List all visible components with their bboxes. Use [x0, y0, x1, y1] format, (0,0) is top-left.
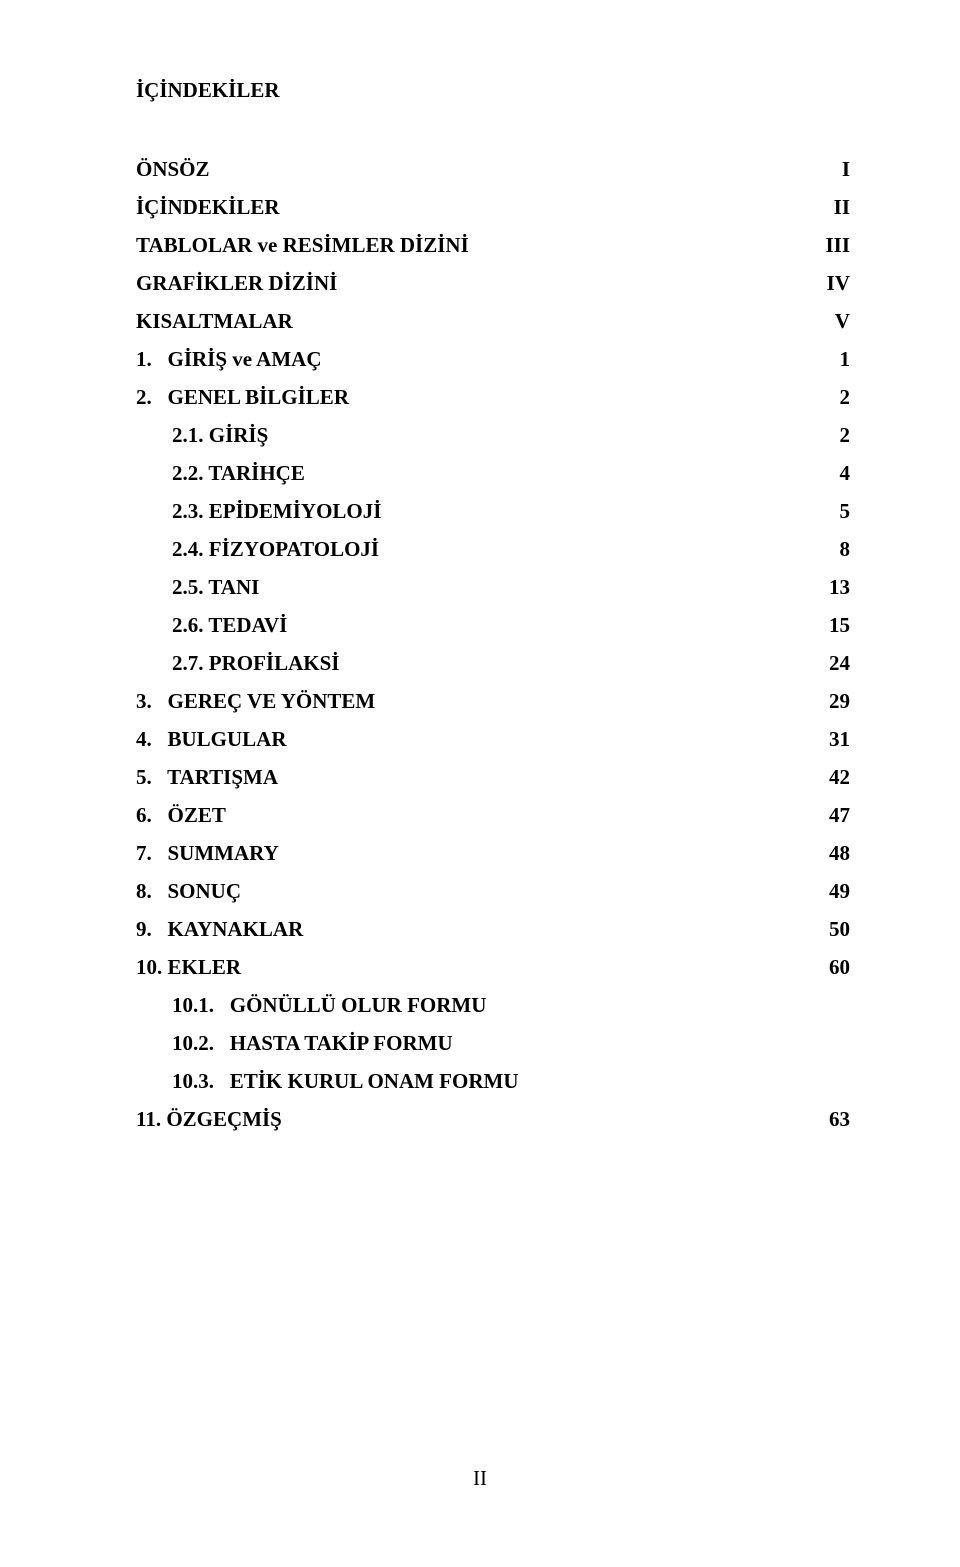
- toc-label: 3. GEREÇ VE YÖNTEM: [136, 691, 375, 712]
- toc-page: 13: [808, 577, 850, 598]
- toc-row: 10.2. HASTA TAKİP FORMU: [136, 1033, 850, 1054]
- toc-label: ÖNSÖZ: [136, 159, 210, 180]
- toc-row: 8. SONUÇ 49: [136, 881, 850, 902]
- toc-page: 8: [808, 539, 850, 560]
- toc-row: 2.7. PROFİLAKSİ 24: [136, 653, 850, 674]
- toc-row: 10.3. ETİK KURUL ONAM FORMU: [136, 1071, 850, 1092]
- toc-row: TABLOLAR ve RESİMLER DİZİNİ III: [136, 235, 850, 256]
- toc-label: 10.3. ETİK KURUL ONAM FORMU: [136, 1071, 519, 1092]
- toc-page: 48: [808, 843, 850, 864]
- toc-page: 2: [808, 425, 850, 446]
- toc-label: TABLOLAR ve RESİMLER DİZİNİ: [136, 235, 469, 256]
- page-number-footer: II: [0, 1466, 960, 1491]
- page: İÇİNDEKİLER ÖNSÖZ I İÇİNDEKİLER II TABLOLAR …: [0, 0, 960, 1567]
- toc-page: 49: [808, 881, 850, 902]
- toc-row: 2.5. TANI 13: [136, 577, 850, 598]
- toc-row: 2.3. EPİDEMİYOLOJİ 5: [136, 501, 850, 522]
- toc-label: 2.6. TEDAVİ: [136, 615, 287, 636]
- toc-page: 5: [808, 501, 850, 522]
- toc-page: V: [808, 311, 850, 332]
- toc-label: GRAFİKLER DİZİNİ: [136, 273, 337, 294]
- toc-label: 4. BULGULAR: [136, 729, 287, 750]
- toc-page: 31: [808, 729, 850, 750]
- toc-page: 1: [808, 349, 850, 370]
- toc-label: 9. KAYNAKLAR: [136, 919, 303, 940]
- toc-label: 2.7. PROFİLAKSİ: [136, 653, 339, 674]
- toc-page: I: [808, 159, 850, 180]
- toc-page: 47: [808, 805, 850, 826]
- toc-row: 10. EKLER 60: [136, 957, 850, 978]
- toc-row: 10.1. GÖNÜLLÜ OLUR FORMU: [136, 995, 850, 1016]
- toc-page: 2: [808, 387, 850, 408]
- toc-page: 50: [808, 919, 850, 940]
- toc-row: 5. TARTIŞMA 42: [136, 767, 850, 788]
- toc-label: İÇİNDEKİLER: [136, 197, 280, 218]
- toc-label: 6. ÖZET: [136, 805, 226, 826]
- toc-row: GRAFİKLER DİZİNİ IV: [136, 273, 850, 294]
- toc-label: 2. GENEL BİLGİLER: [136, 387, 349, 408]
- toc-label: 7. SUMMARY: [136, 843, 279, 864]
- toc-page: 4: [808, 463, 850, 484]
- toc-page: 24: [808, 653, 850, 674]
- toc-label: 10.2. HASTA TAKİP FORMU: [136, 1033, 453, 1054]
- toc-page: 15: [808, 615, 850, 636]
- toc-label: 2.4. FİZYOPATOLOJİ: [136, 539, 379, 560]
- page-title: İÇİNDEKİLER: [136, 78, 850, 103]
- toc-row: 4. BULGULAR 31: [136, 729, 850, 750]
- toc-label: 2.3. EPİDEMİYOLOJİ: [136, 501, 381, 522]
- toc-row: İÇİNDEKİLER II: [136, 197, 850, 218]
- toc-row: ÖNSÖZ I: [136, 159, 850, 180]
- toc-row: 2. GENEL BİLGİLER 2: [136, 387, 850, 408]
- toc-label: 2.5. TANI: [136, 577, 259, 598]
- toc-label: 1. GİRİŞ ve AMAÇ: [136, 349, 322, 370]
- toc-row: 6. ÖZET 47: [136, 805, 850, 826]
- toc-row: 2.2. TARİHÇE 4: [136, 463, 850, 484]
- toc-label: 8. SONUÇ: [136, 881, 241, 902]
- toc-label: 11. ÖZGEÇMİŞ: [136, 1109, 282, 1130]
- toc-row: 9. KAYNAKLAR 50: [136, 919, 850, 940]
- table-of-contents: ÖNSÖZ I İÇİNDEKİLER II TABLOLAR ve RESİMLER …: [136, 159, 850, 1130]
- toc-label: 2.1. GİRİŞ: [136, 425, 268, 446]
- toc-page: IV: [808, 273, 850, 294]
- toc-row: 3. GEREÇ VE YÖNTEM 29: [136, 691, 850, 712]
- toc-row: 11. ÖZGEÇMİŞ 63: [136, 1109, 850, 1130]
- toc-page: II: [808, 197, 850, 218]
- toc-row: 1. GİRİŞ ve AMAÇ 1: [136, 349, 850, 370]
- toc-row: 2.1. GİRİŞ 2: [136, 425, 850, 446]
- toc-page: III: [808, 235, 850, 256]
- toc-row: 2.4. FİZYOPATOLOJİ 8: [136, 539, 850, 560]
- toc-label: 10. EKLER: [136, 957, 241, 978]
- toc-label: 2.2. TARİHÇE: [136, 463, 305, 484]
- toc-row: 7. SUMMARY 48: [136, 843, 850, 864]
- toc-label: 5. TARTIŞMA: [136, 767, 278, 788]
- toc-label: 10.1. GÖNÜLLÜ OLUR FORMU: [136, 995, 486, 1016]
- toc-page: 63: [808, 1109, 850, 1130]
- toc-row: 2.6. TEDAVİ 15: [136, 615, 850, 636]
- toc-page: 60: [808, 957, 850, 978]
- toc-page: 42: [808, 767, 850, 788]
- toc-page: 29: [808, 691, 850, 712]
- toc-row: KISALTMALAR V: [136, 311, 850, 332]
- toc-label: KISALTMALAR: [136, 311, 293, 332]
